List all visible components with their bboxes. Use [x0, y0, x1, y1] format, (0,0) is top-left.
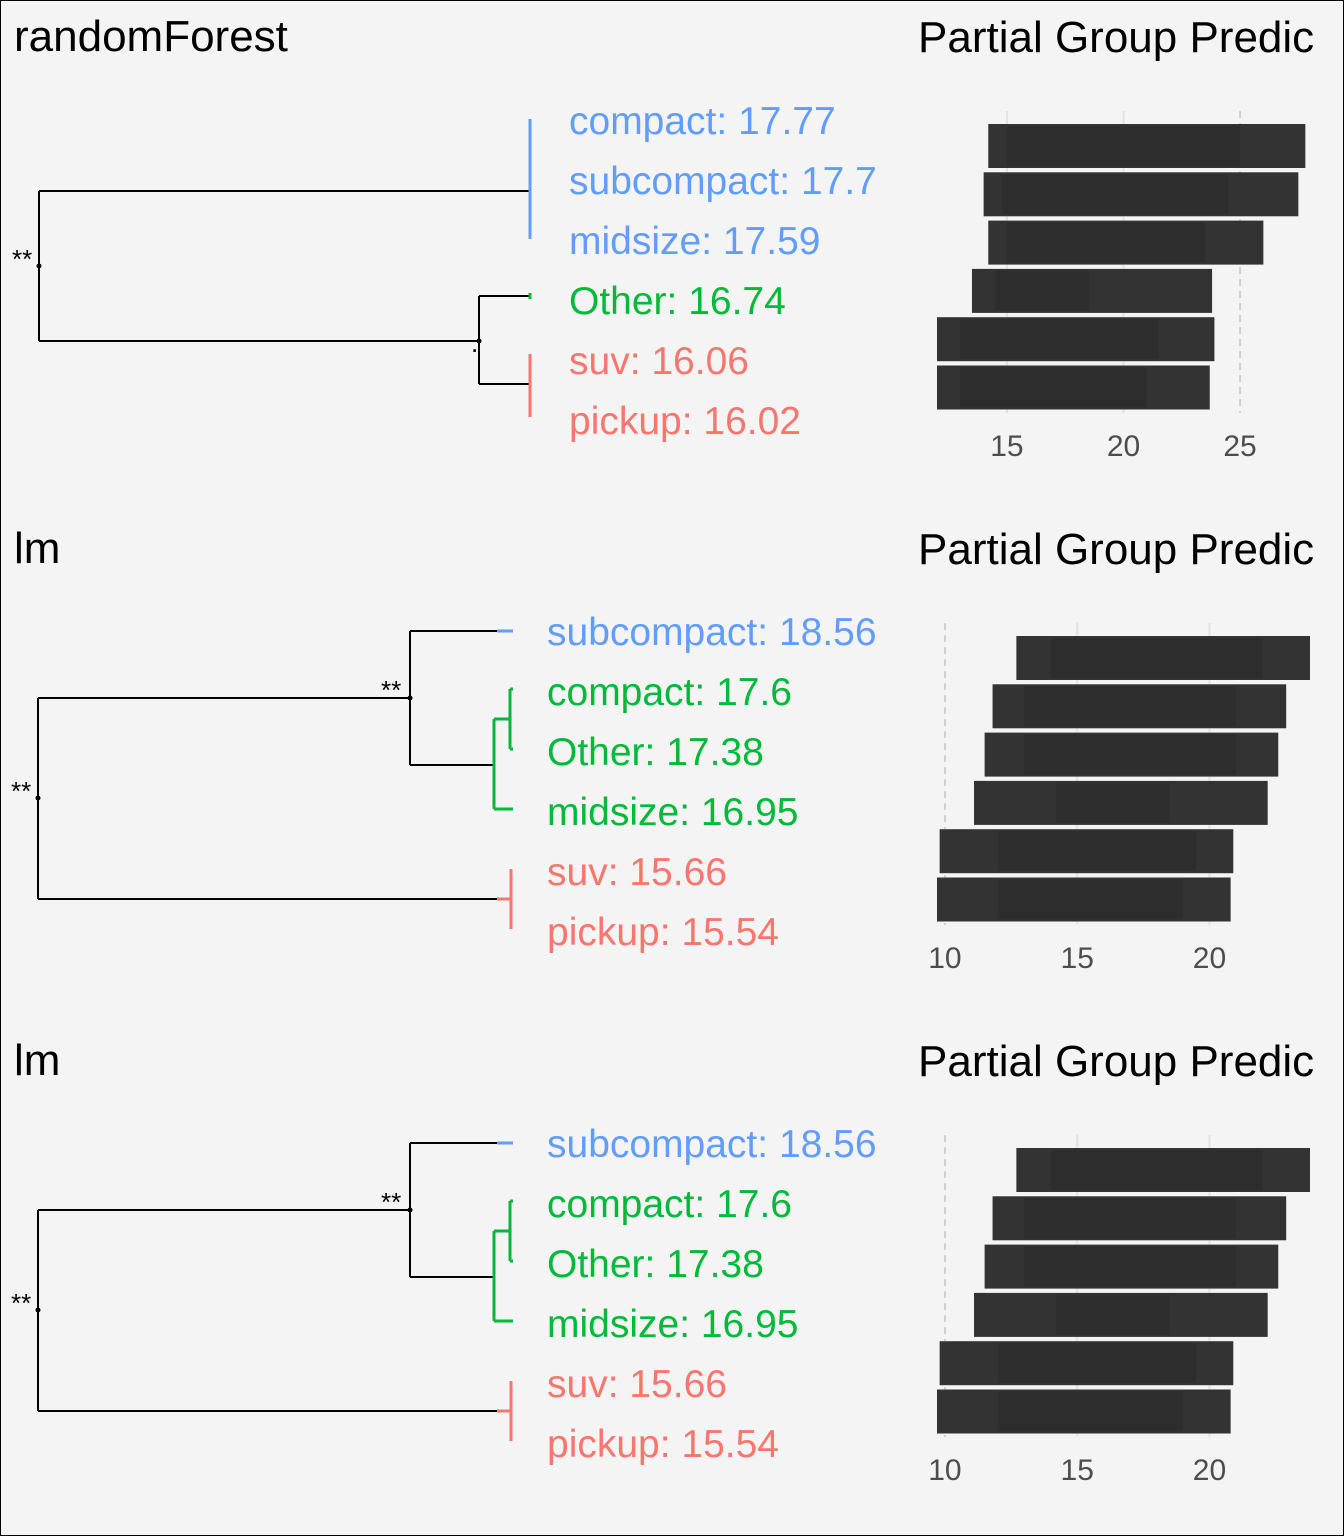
leaf-label: Other: 17.38	[547, 1243, 764, 1286]
bar-inner-subcompact	[1050, 1150, 1263, 1190]
bar-plot: 15 20 25	[937, 111, 1306, 463]
dendrogram	[37, 630, 497, 900]
dendro-node	[35, 795, 41, 801]
dendro-node	[476, 338, 482, 344]
bar-inner-suv	[997, 831, 1197, 872]
bar-plot: 10 15 20	[928, 1135, 1310, 1487]
leaf-label: compact: 17.77	[569, 100, 836, 143]
leaf-label: subcompact: 18.56	[547, 1123, 877, 1166]
significance-label: **	[12, 244, 32, 274]
leaf-label: midsize: 16.95	[547, 1303, 798, 1346]
significance-label: .	[471, 328, 478, 358]
dendro-node	[35, 1307, 41, 1313]
leaf-labels: compact: 17.77 subcompact: 17.7 midsize:…	[569, 100, 877, 443]
x-tick-label: 25	[1223, 430, 1256, 463]
pgp-title: Partial Group Predic	[918, 13, 1314, 62]
bar-inner-pickup	[960, 367, 1147, 408]
panel-randomforest: randomForest Partial Group Predic ** . c…	[12, 12, 1314, 463]
panel-lm: lm Partial Group Predic ** ** subcompact…	[11, 524, 1314, 975]
bar-inner-compact	[1024, 1198, 1236, 1239]
dendro-nodes	[36, 263, 482, 344]
x-tick-label: 15	[1061, 942, 1094, 975]
x-tick-label: 20	[1193, 942, 1226, 975]
leaf-label: subcompact: 17.7	[569, 160, 877, 203]
leaf-label: midsize: 16.95	[547, 791, 798, 834]
panel-lm-2: lm Partial Group Predic ** ** subcompact…	[11, 1036, 1314, 1487]
model-title: lm	[14, 1036, 60, 1085]
bar-inner-Other	[995, 270, 1089, 311]
dendro-nodes	[35, 1207, 413, 1313]
leaf-label: midsize: 17.59	[569, 220, 820, 263]
dendrogram	[37, 1142, 497, 1412]
leaf-label: Other: 16.74	[569, 280, 786, 323]
x-tick-label: 10	[928, 1454, 961, 1487]
significance-label: **	[381, 675, 401, 705]
leaf-label: suv: 16.06	[569, 340, 749, 383]
x-tick-label: 15	[1061, 1454, 1094, 1487]
dendro-nodes	[35, 695, 413, 801]
leaf-label: subcompact: 18.56	[547, 611, 877, 654]
bar-inner-midsize	[1056, 782, 1170, 823]
significance-label: **	[11, 1288, 31, 1318]
bar-inner-compact	[1024, 686, 1236, 727]
bar-inner-pickup	[997, 1391, 1184, 1432]
leaf-label: pickup: 16.02	[569, 400, 801, 443]
pgp-title: Partial Group Predic	[918, 525, 1314, 574]
dendrogram	[38, 119, 532, 417]
bar-inner-subcompact	[1002, 174, 1229, 215]
cluster-bar-red	[497, 869, 513, 929]
bar-inner-midsize	[1056, 1294, 1170, 1335]
dendro-colored	[492, 629, 513, 929]
cluster-bar-red	[497, 1381, 513, 1441]
bar-inner-midsize	[1006, 222, 1206, 263]
significance-label: **	[381, 1187, 401, 1217]
cluster-green-sub	[508, 1199, 513, 1263]
bar-inner-suv	[960, 319, 1159, 360]
bar-inner-Other	[1024, 734, 1236, 775]
leaf-label: compact: 17.6	[547, 671, 792, 714]
leaf-label: suv: 15.66	[547, 1363, 727, 1406]
bar-plot: 10 15 20	[928, 623, 1310, 975]
leaf-label: Other: 17.38	[547, 731, 764, 774]
bar-inner-suv	[997, 1343, 1197, 1384]
cluster-green-branches	[494, 1229, 513, 1323]
x-tick-label: 15	[990, 430, 1023, 463]
x-tick-label: 20	[1193, 1454, 1226, 1487]
dendro-colored	[492, 1141, 513, 1441]
bar-inner-pickup	[997, 879, 1184, 920]
dendro-node	[407, 1207, 413, 1213]
significance-label: **	[11, 776, 31, 806]
leaf-labels: subcompact: 18.56 compact: 17.6 Other: 1…	[547, 611, 877, 954]
x-tick-label: 10	[928, 942, 961, 975]
leaf-label: pickup: 15.54	[547, 1423, 779, 1466]
model-title: randomForest	[14, 12, 288, 61]
pgp-title: Partial Group Predic	[918, 1037, 1314, 1086]
bar-inner-subcompact	[1050, 638, 1263, 678]
bar-inner-compact	[1006, 126, 1241, 166]
leaf-labels: subcompact: 18.56 compact: 17.6 Other: 1…	[547, 1123, 877, 1466]
cluster-green-sub	[508, 687, 513, 751]
x-tick-label: 20	[1107, 430, 1140, 463]
model-title: lm	[14, 524, 60, 573]
leaf-label: suv: 15.66	[547, 851, 727, 894]
dendro-node	[36, 263, 42, 269]
cluster-green-branches	[494, 717, 513, 811]
dendro-node	[407, 695, 413, 701]
bar-inner-Other	[1024, 1246, 1236, 1287]
leaf-label: pickup: 15.54	[547, 911, 779, 954]
leaf-label: compact: 17.6	[547, 1183, 792, 1226]
